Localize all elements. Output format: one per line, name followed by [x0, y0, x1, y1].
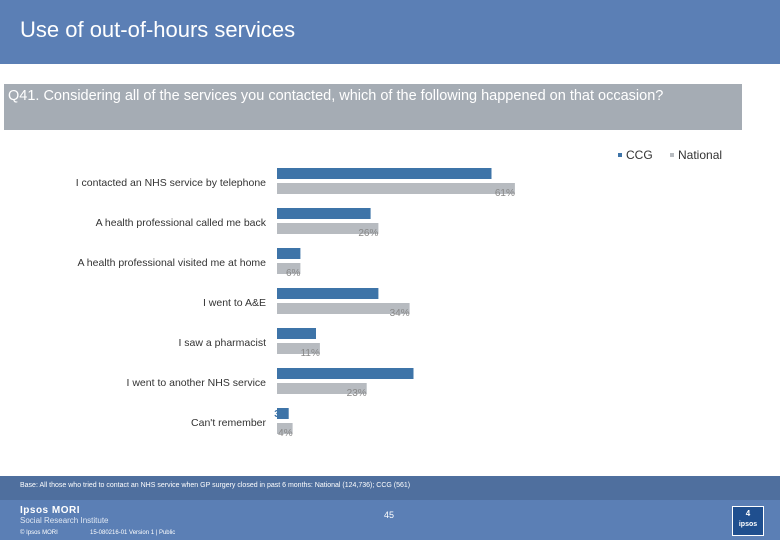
bar-ccg	[277, 208, 371, 219]
page-number: 45	[384, 510, 395, 520]
value-label-ccg: 24%	[351, 209, 371, 220]
bar-chart: I contacted an NHS service by telephone 5…	[76, 168, 515, 439]
value-label-ccg: 3%	[274, 409, 289, 420]
value-label-ccg: 6%	[286, 249, 301, 260]
legend-national-swatch	[670, 153, 674, 157]
ipsos-logo-subtitle: Social Research Institute	[20, 516, 109, 525]
ipsos-logo-text: Ipsos MORI	[20, 505, 81, 516]
legend-ccg-swatch	[618, 153, 622, 157]
bar-national	[277, 423, 293, 434]
base-text: Base: All those who tried to contact an …	[20, 482, 411, 489]
ipsos-badge-icon: 4 ipsos	[732, 506, 764, 536]
category-label: I went to A&E	[203, 297, 266, 309]
value-label-national: 34%	[390, 308, 410, 319]
bar-national	[277, 263, 301, 274]
bar-national	[277, 303, 410, 314]
value-label-national: 23%	[347, 388, 367, 399]
bar-national	[277, 183, 515, 194]
category-label: A health professional visited me at home	[77, 257, 266, 269]
legend-ccg: CCG	[618, 148, 653, 162]
version-text: 15-080216-01 Version 1 | Public	[90, 530, 176, 536]
bar-ccg	[277, 288, 379, 299]
bar-ccg	[277, 328, 316, 339]
copyright-text: © Ipsos MORI	[20, 530, 58, 536]
legend-national-label: National	[678, 148, 723, 162]
base-strip	[0, 476, 780, 500]
question-text: Q41. Considering all of the services you…	[8, 88, 664, 104]
value-label-ccg: 10%	[296, 329, 316, 340]
legend-national: National	[670, 148, 722, 162]
value-label-national: 4%	[278, 428, 293, 439]
bar-ccg	[277, 368, 414, 379]
legend-ccg-label: CCG	[626, 148, 653, 162]
bar-ccg	[277, 168, 492, 179]
question-box: Q41. Considering all of the services you…	[4, 84, 742, 130]
value-label-national: 61%	[495, 188, 515, 199]
footer-bar	[0, 500, 780, 540]
category-label: I went to another NHS service	[127, 377, 267, 389]
value-label-ccg: 35%	[393, 369, 413, 380]
bar-national	[277, 223, 379, 234]
badge-bottom-text: ipsos	[738, 521, 758, 528]
category-label: Can't remember	[191, 417, 266, 429]
badge-top-text: 4	[745, 509, 751, 518]
bar-ccg	[277, 408, 289, 419]
value-label-national: 26%	[358, 228, 378, 239]
category-label: A health professional called me back	[96, 217, 267, 229]
value-label-national: 11%	[301, 348, 320, 359]
category-label: I contacted an NHS service by telephone	[76, 177, 266, 189]
category-label: I saw a pharmacist	[178, 337, 266, 349]
header-bar: Use of out-of-hours services	[0, 0, 780, 64]
bar-national	[277, 383, 367, 394]
value-label-national: 6%	[286, 268, 301, 279]
page-title: Use of out-of-hours services	[20, 17, 296, 42]
value-label-ccg: 55%	[471, 169, 491, 180]
value-label-ccg: 26%	[358, 289, 378, 300]
bar-national	[277, 343, 320, 354]
bar-ccg	[277, 248, 301, 259]
